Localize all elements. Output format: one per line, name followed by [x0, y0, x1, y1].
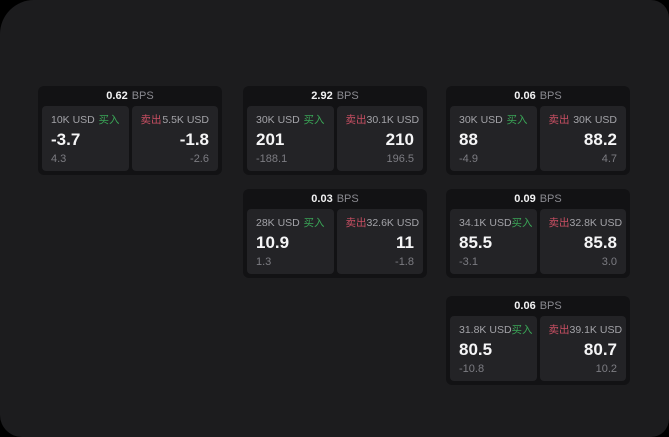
sell-delta: 196.5 — [386, 153, 414, 165]
sell-side-label: 卖出 — [345, 217, 367, 229]
bps-unit-label: BPS — [131, 90, 154, 102]
quote-card: 0.06 BPS 31.8K USD 买入 80.5 -10.8 卖出 39.1K… — [446, 296, 630, 385]
card-header: 0.62 BPS — [38, 86, 222, 106]
buy-delta: -188.1 — [256, 153, 288, 165]
sell-panel[interactable]: 卖出 39.1K USD 80.7 10.2 — [539, 316, 626, 381]
bps-unit-label: BPS — [539, 90, 562, 102]
buy-delta: 4.3 — [51, 153, 67, 165]
buy-amount: 34.1K USD — [459, 217, 512, 229]
bps-value: 0.03 — [311, 193, 333, 205]
sell-amount: 39.1K USD — [569, 324, 623, 336]
sell-panel[interactable]: 卖出 30K USD 88.2 4.7 — [539, 106, 626, 171]
quote-panels: 10K USD 买入 -3.7 4.3 卖出 5.5K USD -1.8 -2.… — [38, 106, 222, 175]
bps-unit-label: BPS — [539, 300, 562, 312]
bps-value: 0.62 — [106, 90, 128, 102]
sell-panel[interactable]: 卖出 30.1K USD 210 196.5 — [336, 106, 423, 171]
bps-value: 2.92 — [311, 90, 333, 102]
quote-panels: 30K USD 买入 201 -188.1 卖出 30.1K USD 210 1… — [243, 106, 427, 175]
buy-price: 85.5 — [459, 233, 493, 252]
card-header: 0.09 BPS — [446, 189, 630, 209]
buy-side-label: 买入 — [506, 114, 528, 126]
buy-side-label: 买入 — [303, 217, 325, 229]
buy-panel[interactable]: 28K USD 买入 10.9 1.3 — [247, 209, 334, 274]
buy-panel[interactable]: 30K USD 买入 201 -188.1 — [247, 106, 334, 171]
buy-amount: 30K USD — [459, 114, 503, 126]
sell-delta: 3.0 — [601, 256, 617, 268]
sell-price: 210 — [385, 130, 414, 149]
buy-delta: -3.1 — [459, 256, 478, 268]
quote-panels: 28K USD 买入 10.9 1.3 卖出 32.6K USD 11 -1.8 — [243, 209, 427, 278]
buy-amount: 28K USD — [256, 217, 300, 229]
quote-card: 0.06 BPS 30K USD 买入 88 -4.9 卖出 30K USD 88… — [446, 86, 630, 175]
sell-side-label: 卖出 — [140, 114, 162, 126]
sell-price: 11 — [396, 233, 414, 252]
quote-panels: 31.8K USD 买入 80.5 -10.8 卖出 39.1K USD 80.… — [446, 316, 630, 385]
quote-card: 0.03 BPS 28K USD 买入 10.9 1.3 卖出 32.6K USD… — [243, 189, 427, 278]
buy-amount: 10K USD — [51, 114, 95, 126]
card-header: 2.92 BPS — [243, 86, 427, 106]
sell-price: 88.2 — [583, 130, 617, 149]
sell-price: 80.7 — [583, 340, 617, 359]
card-header: 0.06 BPS — [446, 86, 630, 106]
sell-side-label: 卖出 — [548, 217, 570, 229]
buy-price: 88 — [459, 130, 478, 149]
buy-price: 10.9 — [256, 233, 290, 252]
buy-side-label: 买入 — [511, 324, 533, 336]
bps-unit-label: BPS — [539, 193, 562, 205]
buy-price: 201 — [256, 130, 285, 149]
buy-panel[interactable]: 31.8K USD 买入 80.5 -10.8 — [450, 316, 537, 381]
bps-value: 0.06 — [514, 90, 536, 102]
card-header: 0.03 BPS — [243, 189, 427, 209]
sell-delta: -1.8 — [395, 256, 414, 268]
sell-delta: 10.2 — [595, 363, 617, 375]
buy-side-label: 买入 — [303, 114, 325, 126]
buy-amount: 30K USD — [256, 114, 300, 126]
quote-card: 0.62 BPS 10K USD 买入 -3.7 4.3 卖出 5.5K USD … — [38, 86, 222, 175]
sell-side-label: 卖出 — [548, 114, 570, 126]
sell-price: 85.8 — [583, 233, 617, 252]
buy-delta: 1.3 — [256, 256, 272, 268]
buy-panel[interactable]: 10K USD 买入 -3.7 4.3 — [42, 106, 129, 171]
buy-delta: -4.9 — [459, 153, 478, 165]
quote-card: 2.92 BPS 30K USD 买入 201 -188.1 卖出 30.1K U… — [243, 86, 427, 175]
bps-value: 0.06 — [514, 300, 536, 312]
sell-panel[interactable]: 卖出 32.6K USD 11 -1.8 — [336, 209, 423, 274]
buy-amount: 31.8K USD — [459, 324, 512, 336]
sell-delta: 4.7 — [601, 153, 617, 165]
sell-price: -1.8 — [179, 130, 209, 149]
quote-panels: 34.1K USD 买入 85.5 -3.1 卖出 32.8K USD 85.8… — [446, 209, 630, 278]
sell-side-label: 卖出 — [345, 114, 367, 126]
quote-panels: 30K USD 买入 88 -4.9 卖出 30K USD 88.2 4.7 — [446, 106, 630, 175]
bps-unit-label: BPS — [336, 193, 359, 205]
buy-panel[interactable]: 34.1K USD 买入 85.5 -3.1 — [450, 209, 537, 274]
buy-price: 80.5 — [459, 340, 493, 359]
sell-amount: 32.6K USD — [366, 217, 420, 229]
buy-side-label: 买入 — [511, 217, 533, 229]
sell-amount: 32.8K USD — [569, 217, 623, 229]
buy-panel[interactable]: 30K USD 买入 88 -4.9 — [450, 106, 537, 171]
bps-unit-label: BPS — [336, 90, 359, 102]
sell-amount: 30.1K USD — [366, 114, 420, 126]
quote-card: 0.09 BPS 34.1K USD 买入 85.5 -3.1 卖出 32.8K … — [446, 189, 630, 278]
card-header: 0.06 BPS — [446, 296, 630, 316]
sell-delta: -2.6 — [190, 153, 209, 165]
buy-delta: -10.8 — [459, 363, 485, 375]
sell-amount: 5.5K USD — [162, 114, 209, 126]
sell-side-label: 卖出 — [548, 324, 570, 336]
sell-amount: 30K USD — [573, 114, 617, 126]
bps-value: 0.09 — [514, 193, 536, 205]
sell-panel[interactable]: 卖出 32.8K USD 85.8 3.0 — [539, 209, 626, 274]
buy-price: -3.7 — [51, 130, 81, 149]
sell-panel[interactable]: 卖出 5.5K USD -1.8 -2.6 — [131, 106, 218, 171]
buy-side-label: 买入 — [98, 114, 120, 126]
